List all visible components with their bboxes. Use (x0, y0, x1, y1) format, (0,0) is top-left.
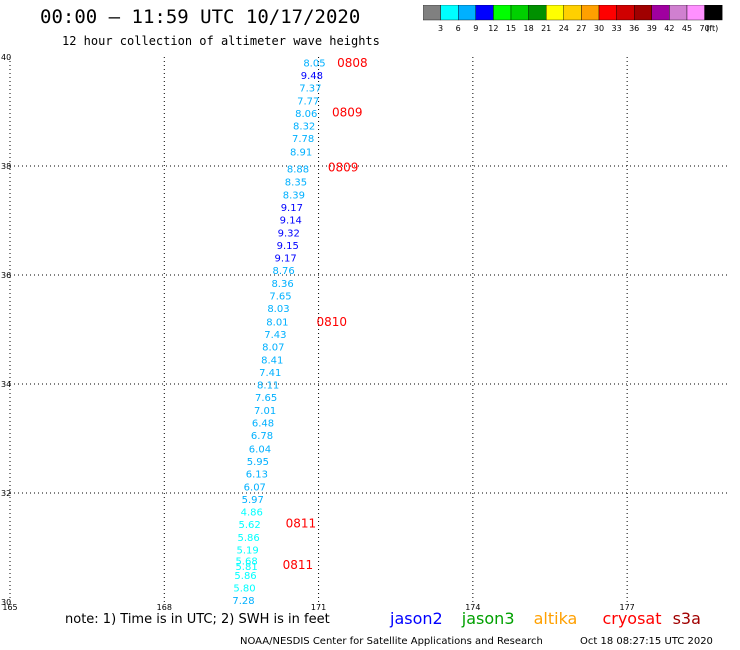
x-tick-label: 165 (2, 603, 17, 612)
satellite-cryosat: cryosat (602, 609, 662, 628)
y-tick-label: 34 (1, 380, 11, 389)
y-tick-label: 40 (1, 53, 11, 62)
y-tick-label: 32 (1, 489, 11, 498)
pass-time-label: 0808 (337, 56, 368, 70)
swh-data-label: 8.35 (285, 177, 307, 188)
legend-label: 24 (559, 24, 569, 33)
legend-label: 12 (488, 24, 498, 33)
swh-data-label: 4.86 (241, 508, 263, 519)
legend-label: 33 (612, 24, 622, 33)
swh-data-label: 7.37 (299, 84, 321, 95)
swh-data-label: 5.86 (234, 571, 256, 582)
swh-data-label: 8.41 (261, 355, 283, 366)
swh-data-label: 7.65 (269, 292, 291, 303)
swh-data-label: 5.19 (236, 546, 258, 557)
legend-label: 36 (629, 24, 639, 33)
swh-data-label: 8.06 (295, 109, 317, 120)
satellite-altika: altika (533, 609, 578, 628)
legend-label: 6 (456, 24, 461, 33)
swh-data-label: 9.48 (301, 71, 323, 82)
legend-label: 30 (594, 24, 604, 33)
satellite-jason3: jason3 (461, 609, 515, 628)
swh-data-label: 6.78 (251, 431, 273, 442)
pass-time-label: 0811 (286, 517, 317, 531)
swh-data-label: 8.03 (267, 304, 289, 315)
legend-label: 21 (541, 24, 551, 33)
swh-data-label: 9.15 (277, 241, 299, 252)
swh-data-label: 8.76 (272, 266, 294, 277)
legend-label: 18 (524, 24, 534, 33)
legend-label: 27 (576, 24, 586, 33)
pass-time-label: 0811 (283, 558, 314, 572)
satellite-jason2: jason2 (390, 609, 443, 628)
pass-time-label: 0809 (332, 106, 363, 120)
y-tick-label: 38 (1, 162, 11, 171)
color-legend: 3 6 9 12 15 18 21 24 27 30 33 36 39 42 45 70(ft) (423, 5, 723, 33)
swh-data-label: 6.48 (252, 419, 274, 430)
swh-data-label: 6.13 (246, 469, 268, 480)
swh-data-label: 8.07 (262, 342, 284, 353)
footer-credit: NOAA/NESDIS Center for Satellite Applica… (240, 636, 543, 647)
swh-data-label: 5.68 (235, 557, 257, 568)
swh-data-label: 5.81 (235, 562, 257, 573)
swh-data-label: 7.01 (254, 406, 276, 417)
x-tick-label: 177 (620, 603, 635, 612)
swh-data-label: 6.07 (244, 482, 266, 493)
swh-data-label: 9.17 (275, 254, 297, 265)
swh-data-label: 5.95 (247, 457, 269, 468)
swh-data-label: 7.78 (292, 134, 314, 145)
legend-label: 42 (664, 24, 674, 33)
swh-data-label: 8.32 (293, 122, 315, 133)
satellite-s3a: s3a (672, 609, 701, 628)
footer-timestamp: Oct 18 08:27:15 UTC 2020 (580, 636, 713, 647)
legend-label: 9 (473, 24, 478, 33)
pass-time-label: 0810 (317, 315, 348, 329)
legend-unit: (ft) (706, 24, 718, 33)
swh-data-label: 7.41 (259, 368, 281, 379)
y-tick-label: 30 (1, 598, 11, 607)
swh-data-label: 9.14 (280, 215, 302, 226)
legend-label: 15 (506, 24, 516, 33)
y-tick-label: 36 (1, 271, 11, 280)
x-tick-label: 174 (465, 603, 480, 612)
swh-data-label: 5.86 (237, 533, 259, 544)
swh-data-label: 7.28 (232, 596, 254, 607)
swh-data-label: 8.01 (266, 317, 288, 328)
swh-data-label: 8.36 (271, 279, 293, 290)
swh-data-label: 7.65 (255, 393, 277, 404)
swh-data-label: 8.05 (303, 58, 325, 69)
satellite-legend: jason2 jason3 altika cryosat s3a (390, 609, 715, 628)
x-tick-label: 168 (157, 603, 172, 612)
legend-label: 70 (700, 24, 710, 33)
swh-data-label: 8.91 (290, 147, 312, 158)
swh-data-label: 9.32 (278, 228, 300, 239)
legend-label: 45 (682, 24, 692, 33)
swh-data-label: 8.88 (287, 165, 309, 176)
chart-subtitle: 12 hour collection of altimeter wave hei… (62, 34, 380, 48)
chart-title: 00:00 – 11:59 UTC 10/17/2020 (40, 6, 361, 28)
swh-data-label: 8.39 (283, 190, 305, 201)
x-tick-label: 171 (311, 603, 326, 612)
legend-label: 3 (438, 24, 443, 33)
swh-data-label: 9.17 (281, 203, 303, 214)
swh-data-label: 5.80 (233, 583, 255, 594)
swh-data-label: 7.43 (264, 330, 286, 341)
swh-data-label: 8.11 (257, 381, 279, 392)
swh-data-label: 6.04 (249, 444, 271, 455)
footer-note: note: 1) Time is in UTC; 2) SWH is in fe… (65, 612, 330, 627)
swh-data-label: 7.77 (297, 97, 319, 108)
swh-data-label: 5.62 (239, 520, 261, 531)
pass-time-label: 0809 (328, 161, 359, 175)
swh-data-label: 5.97 (242, 495, 264, 506)
legend-swatch (704, 5, 723, 21)
legend-label: 39 (647, 24, 657, 33)
